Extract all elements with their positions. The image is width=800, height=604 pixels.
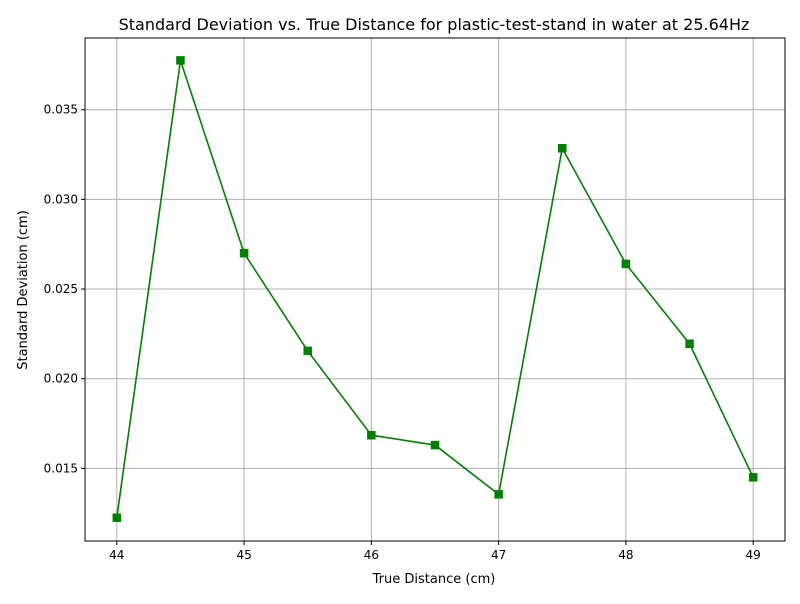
y-tick-label: 0.015 xyxy=(44,461,78,475)
data-point-marker xyxy=(621,259,631,269)
data-point-marker xyxy=(430,440,440,450)
y-tick-label: 0.020 xyxy=(44,372,78,386)
data-series xyxy=(112,56,758,522)
data-point-marker xyxy=(239,248,249,258)
data-point-marker xyxy=(748,473,758,482)
data-point-marker xyxy=(176,56,185,65)
chart-title: Standard Deviation vs. True Distance for… xyxy=(119,15,750,34)
data-point-marker xyxy=(558,144,567,153)
grid-lines xyxy=(85,38,785,541)
x-tick-label: 46 xyxy=(364,548,379,562)
y-axis-label: Standard Deviation (cm) xyxy=(16,210,31,370)
x-axis-label: True Distance (cm) xyxy=(372,572,496,587)
y-tick-label: 0.025 xyxy=(44,282,78,296)
data-point-marker xyxy=(494,490,503,499)
data-point-marker xyxy=(303,346,312,356)
data-point-marker xyxy=(367,430,376,440)
x-tick-label: 49 xyxy=(746,548,761,562)
y-tick-label: 0.035 xyxy=(44,103,78,117)
data-point-marker xyxy=(112,513,122,522)
x-tick-label: 44 xyxy=(109,548,124,562)
axis-ticks: 44 45 46 47 48 49 0.015 0.020 0.025 0.030 0.035 xyxy=(44,103,761,562)
data-point-marker xyxy=(685,339,694,348)
x-tick-label: 48 xyxy=(618,548,633,562)
x-tick-label: 47 xyxy=(491,548,506,562)
x-tick-label: 45 xyxy=(236,548,251,562)
y-tick-label: 0.030 xyxy=(44,192,78,206)
